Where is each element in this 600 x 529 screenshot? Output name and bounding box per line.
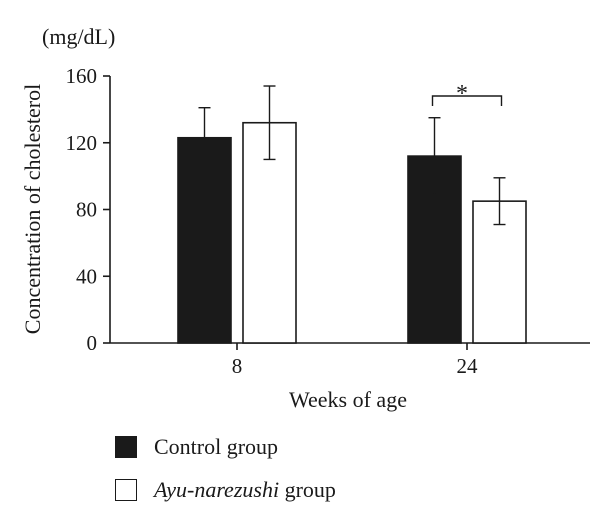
- legend-label-rest: group: [279, 477, 336, 502]
- plot-area: 0 40 80 120 160 8 24: [66, 64, 590, 378]
- legend-item-control: Control group: [115, 432, 336, 462]
- x-tick-label-8: 8: [232, 354, 243, 378]
- bar-chart: (mg/dL) Concentration of cholesterol Wee…: [20, 24, 590, 412]
- legend: Control group Ayu-narezushi group: [115, 432, 336, 518]
- legend-label-ayu-narezushi: Ayu-narezushi group: [154, 477, 336, 503]
- y-tick-label-160: 160: [66, 64, 98, 88]
- y-tick-label-120: 120: [66, 131, 98, 155]
- significance-asterisk: *: [456, 81, 468, 107]
- x-axis-title: Weeks of age: [289, 387, 407, 412]
- y-tick-label-80: 80: [76, 198, 97, 222]
- legend-label-control: Control group: [154, 434, 279, 459]
- y-tick-label-40: 40: [76, 264, 97, 288]
- bar-control-8: [177, 136, 232, 344]
- legend-swatch-control: [115, 436, 137, 458]
- legend-label-italic-part: Ayu-narezushi: [154, 477, 280, 502]
- legend-swatch-ayu-narezushi: [115, 479, 137, 501]
- significance-bracket: [431, 95, 503, 106]
- y-unit-label: (mg/dL): [42, 24, 115, 49]
- legend-item-ayu-narezushi: Ayu-narezushi group: [115, 475, 336, 505]
- x-tick-label-24: 24: [457, 354, 479, 378]
- y-axis-title: Concentration of cholesterol: [20, 84, 45, 334]
- y-tick-label-0: 0: [87, 331, 98, 355]
